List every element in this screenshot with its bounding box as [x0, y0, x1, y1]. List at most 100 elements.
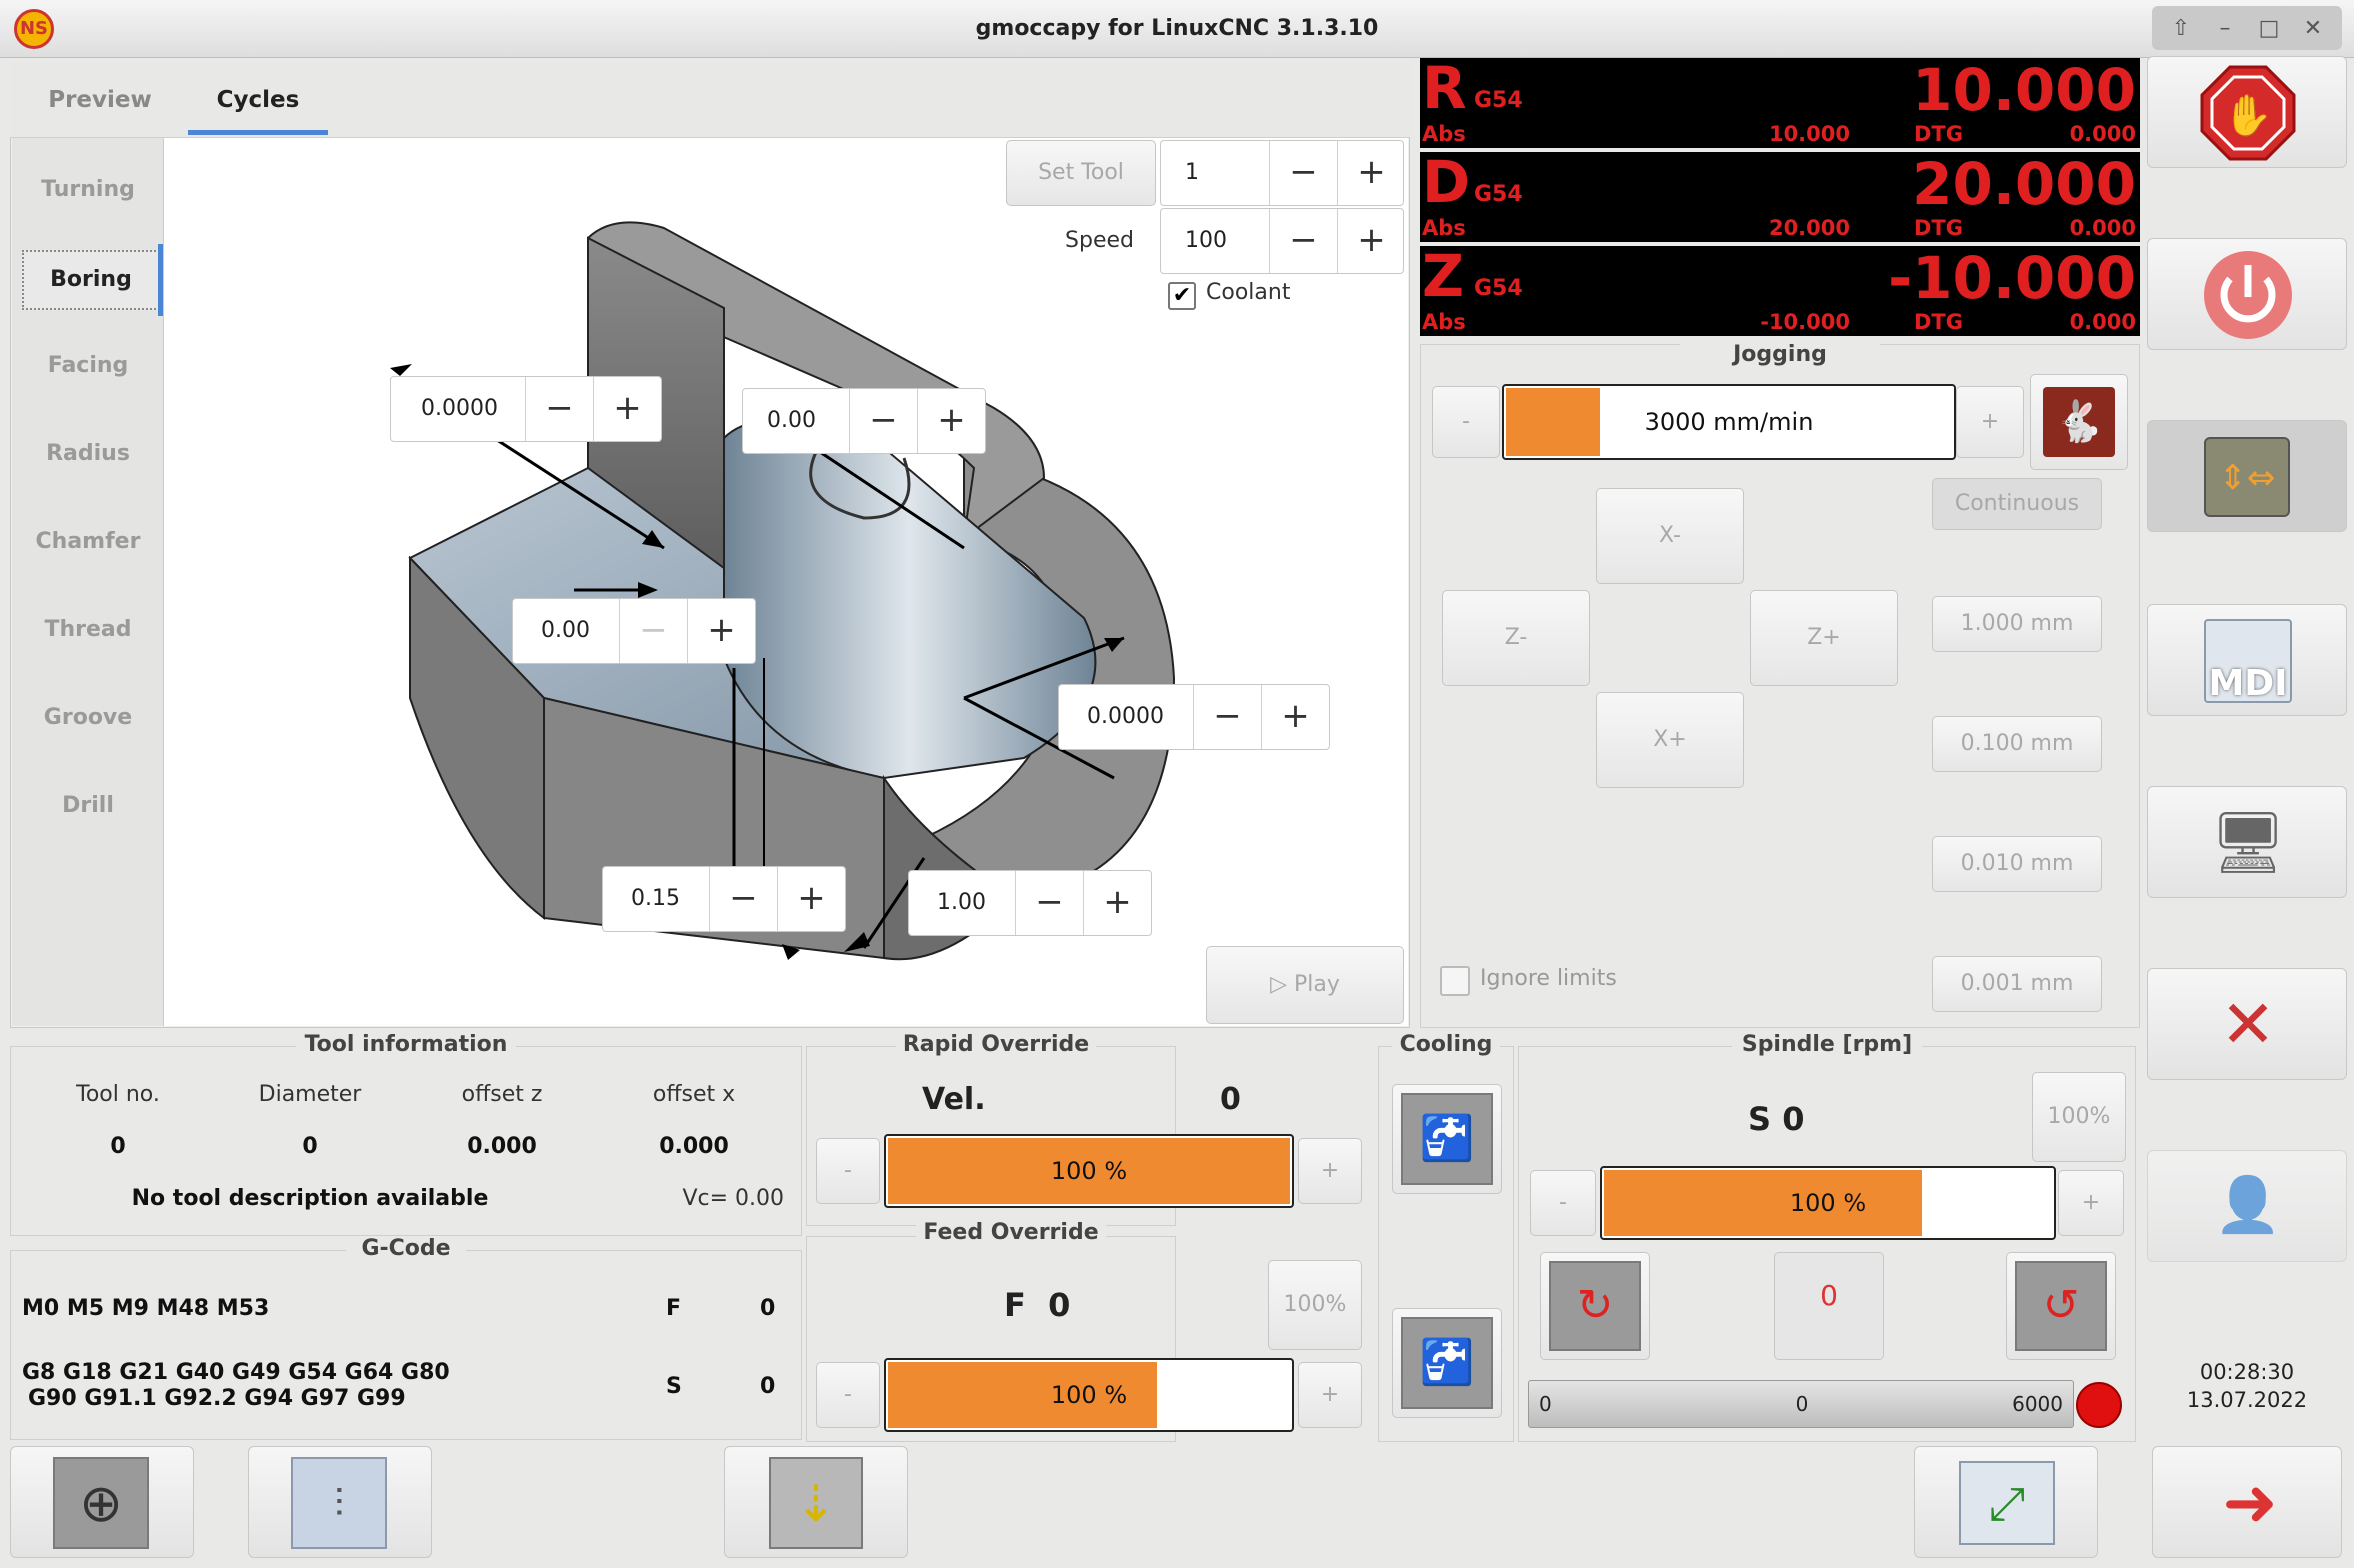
mist-button[interactable]: 🚰: [1392, 1308, 1502, 1418]
field-minus-button[interactable]: −: [525, 377, 593, 441]
ignore-limits-checkbox[interactable]: [1440, 966, 1470, 996]
window-close-icon[interactable]: ✕: [2303, 16, 2323, 41]
jog-mode-button[interactable]: ⇕⇔: [2147, 420, 2347, 532]
field-plus-button[interactable]: +: [687, 599, 755, 663]
feed-label: F 0: [1004, 1286, 1071, 1324]
speed-minus-button[interactable]: −: [1269, 209, 1337, 273]
field-minus-button[interactable]: −: [619, 599, 687, 663]
jog-x-plus-button[interactable]: X+: [1596, 692, 1744, 788]
cycle-groove[interactable]: Groove: [43, 705, 133, 730]
auto-mode-button[interactable]: 🖥: [2147, 786, 2347, 898]
field-minus-button[interactable]: −: [1193, 685, 1261, 749]
dro-d[interactable]: D G54 20.000 Abs 20.000 DTG 0.000: [1420, 148, 2140, 242]
field-value[interactable]: 0.0000: [421, 396, 498, 421]
exit-button[interactable]: ➜: [2152, 1446, 2342, 1558]
jog-x-minus-button[interactable]: X-: [1596, 488, 1744, 584]
tab-bar: [10, 62, 1410, 138]
jog-z-plus-button[interactable]: Z+: [1750, 590, 1898, 686]
field-plus-button[interactable]: +: [777, 867, 845, 931]
user-tabs-button[interactable]: 👤: [2147, 1150, 2347, 1262]
field-plus-button[interactable]: +: [1083, 871, 1151, 935]
dro-z[interactable]: Z G54 -10.000 Abs -10.000 DTG 0.000: [1420, 242, 2140, 336]
spindle-reset-button[interactable]: 100%: [2032, 1072, 2126, 1162]
cycle-facing[interactable]: Facing: [47, 353, 129, 378]
coolant-checkbox[interactable]: ✔: [1168, 282, 1196, 310]
cycle-chamfer[interactable]: Chamfer: [35, 529, 141, 554]
window-up-icon[interactable]: ⇧: [2171, 16, 2191, 41]
window-minimize-icon[interactable]: –: [2219, 16, 2231, 41]
spindle-reverse-button[interactable]: ↺: [2006, 1252, 2116, 1360]
tab-cycles[interactable]: Cycles: [216, 87, 300, 113]
gcode-title: G-Code: [346, 1236, 466, 1261]
speed-plus-button[interactable]: +: [1337, 209, 1405, 273]
cycle-thread[interactable]: Thread: [44, 617, 132, 642]
speed-spin: 100 − +: [1160, 208, 1404, 274]
jog-increment-0-01mm[interactable]: 0.010 mm: [1932, 836, 2102, 892]
jog-speed-minus-button[interactable]: -: [1432, 386, 1500, 458]
field-minus-button[interactable]: −: [849, 389, 917, 453]
field-value[interactable]: 0.00: [767, 408, 816, 433]
window-maximize-icon[interactable]: □: [2258, 16, 2280, 41]
rapid-plus-button[interactable]: +: [1298, 1138, 1362, 1204]
dro-r[interactable]: R G54 10.000 Abs 10.000 DTG 0.000: [1420, 54, 2140, 148]
jog-speed-fill: [1506, 388, 1600, 456]
field-plus-button[interactable]: +: [593, 377, 661, 441]
rapid-override-slider[interactable]: 100 %: [884, 1134, 1294, 1208]
cycle-drill[interactable]: Drill: [62, 793, 114, 818]
feed-override-slider[interactable]: 100 %: [884, 1358, 1294, 1432]
feed-reset-button[interactable]: 100%: [1268, 1260, 1362, 1350]
tool-plus-button[interactable]: +: [1337, 141, 1405, 205]
field-minus-button[interactable]: −: [709, 867, 777, 931]
power-button[interactable]: [2147, 238, 2347, 350]
field-value[interactable]: 0.0000: [1087, 704, 1164, 729]
estop-button[interactable]: ✋: [2147, 56, 2347, 168]
cycle-radius[interactable]: Radius: [46, 441, 130, 466]
settings-button[interactable]: ✕: [2147, 968, 2347, 1080]
field-plus-button[interactable]: +: [1261, 685, 1329, 749]
tab-preview[interactable]: Preview: [48, 87, 152, 113]
set-tool-button[interactable]: Set Tool: [1006, 140, 1156, 206]
gcode-f-value: 0: [760, 1296, 776, 1321]
spindle-override-slider[interactable]: 100 %: [1600, 1166, 2056, 1240]
field-value[interactable]: 1.00: [937, 890, 986, 915]
jog-speed-slider[interactable]: 3000 mm/min: [1502, 384, 1956, 460]
dro-dtg-value: 0.000: [2069, 122, 2136, 146]
mdi-button[interactable]: MDI: [2147, 604, 2347, 716]
field-value[interactable]: 0.15: [631, 886, 680, 911]
flood-coolant-icon: 🚰: [1401, 1093, 1493, 1185]
feed-minus-button[interactable]: -: [816, 1362, 880, 1428]
jog-increment-continuous[interactable]: Continuous: [1932, 478, 2102, 530]
home-button[interactable]: ⊕: [10, 1446, 194, 1558]
field-plus-button[interactable]: +: [917, 389, 985, 453]
feed-override-fill: [888, 1362, 1157, 1428]
cycle-boring[interactable]: Boring: [22, 250, 160, 310]
feed-plus-button[interactable]: +: [1298, 1362, 1362, 1428]
tool-button[interactable]: ⇣: [724, 1446, 908, 1558]
boring-field-spin: 0.15 − +: [602, 866, 846, 932]
speed-spin-value[interactable]: 100: [1185, 228, 1227, 253]
clock-time: 00:28:30: [2199, 1360, 2295, 1384]
spindle-forward-button[interactable]: ↻: [1540, 1252, 1650, 1360]
rapid-minus-button[interactable]: -: [816, 1138, 880, 1204]
dro-coord-system: G54: [1474, 276, 1523, 301]
spindle-minus-button[interactable]: -: [1530, 1170, 1596, 1236]
field-value[interactable]: 0.00: [541, 618, 590, 643]
flood-button[interactable]: 🚰: [1392, 1084, 1502, 1194]
tool-spin-value[interactable]: 1: [1185, 160, 1199, 185]
jog-increment-0-001mm[interactable]: 0.001 mm: [1932, 956, 2102, 1012]
offset-x-header: offset x: [652, 1082, 736, 1107]
field-minus-button[interactable]: −: [1015, 871, 1083, 935]
spindle-stop-button[interactable]: 0: [1774, 1252, 1884, 1360]
tool-minus-button[interactable]: −: [1269, 141, 1337, 205]
jog-increment-1mm[interactable]: 1.000 mm: [1932, 596, 2102, 652]
turtle-rabbit-button[interactable]: 🐇: [2030, 374, 2128, 470]
jog-increment-0-1mm[interactable]: 0.100 mm: [1932, 716, 2102, 772]
diameter-value: 0: [302, 1134, 318, 1159]
fullscreen-button[interactable]: ⤢: [1914, 1446, 2098, 1558]
play-button[interactable]: ▷ Play: [1206, 946, 1404, 1024]
jog-speed-plus-button[interactable]: +: [1956, 386, 2024, 458]
jog-z-minus-button[interactable]: Z-: [1442, 590, 1590, 686]
spindle-plus-button[interactable]: +: [2058, 1170, 2124, 1236]
touch-off-button[interactable]: ⫶: [248, 1446, 432, 1558]
cycle-turning[interactable]: Turning: [41, 177, 135, 202]
